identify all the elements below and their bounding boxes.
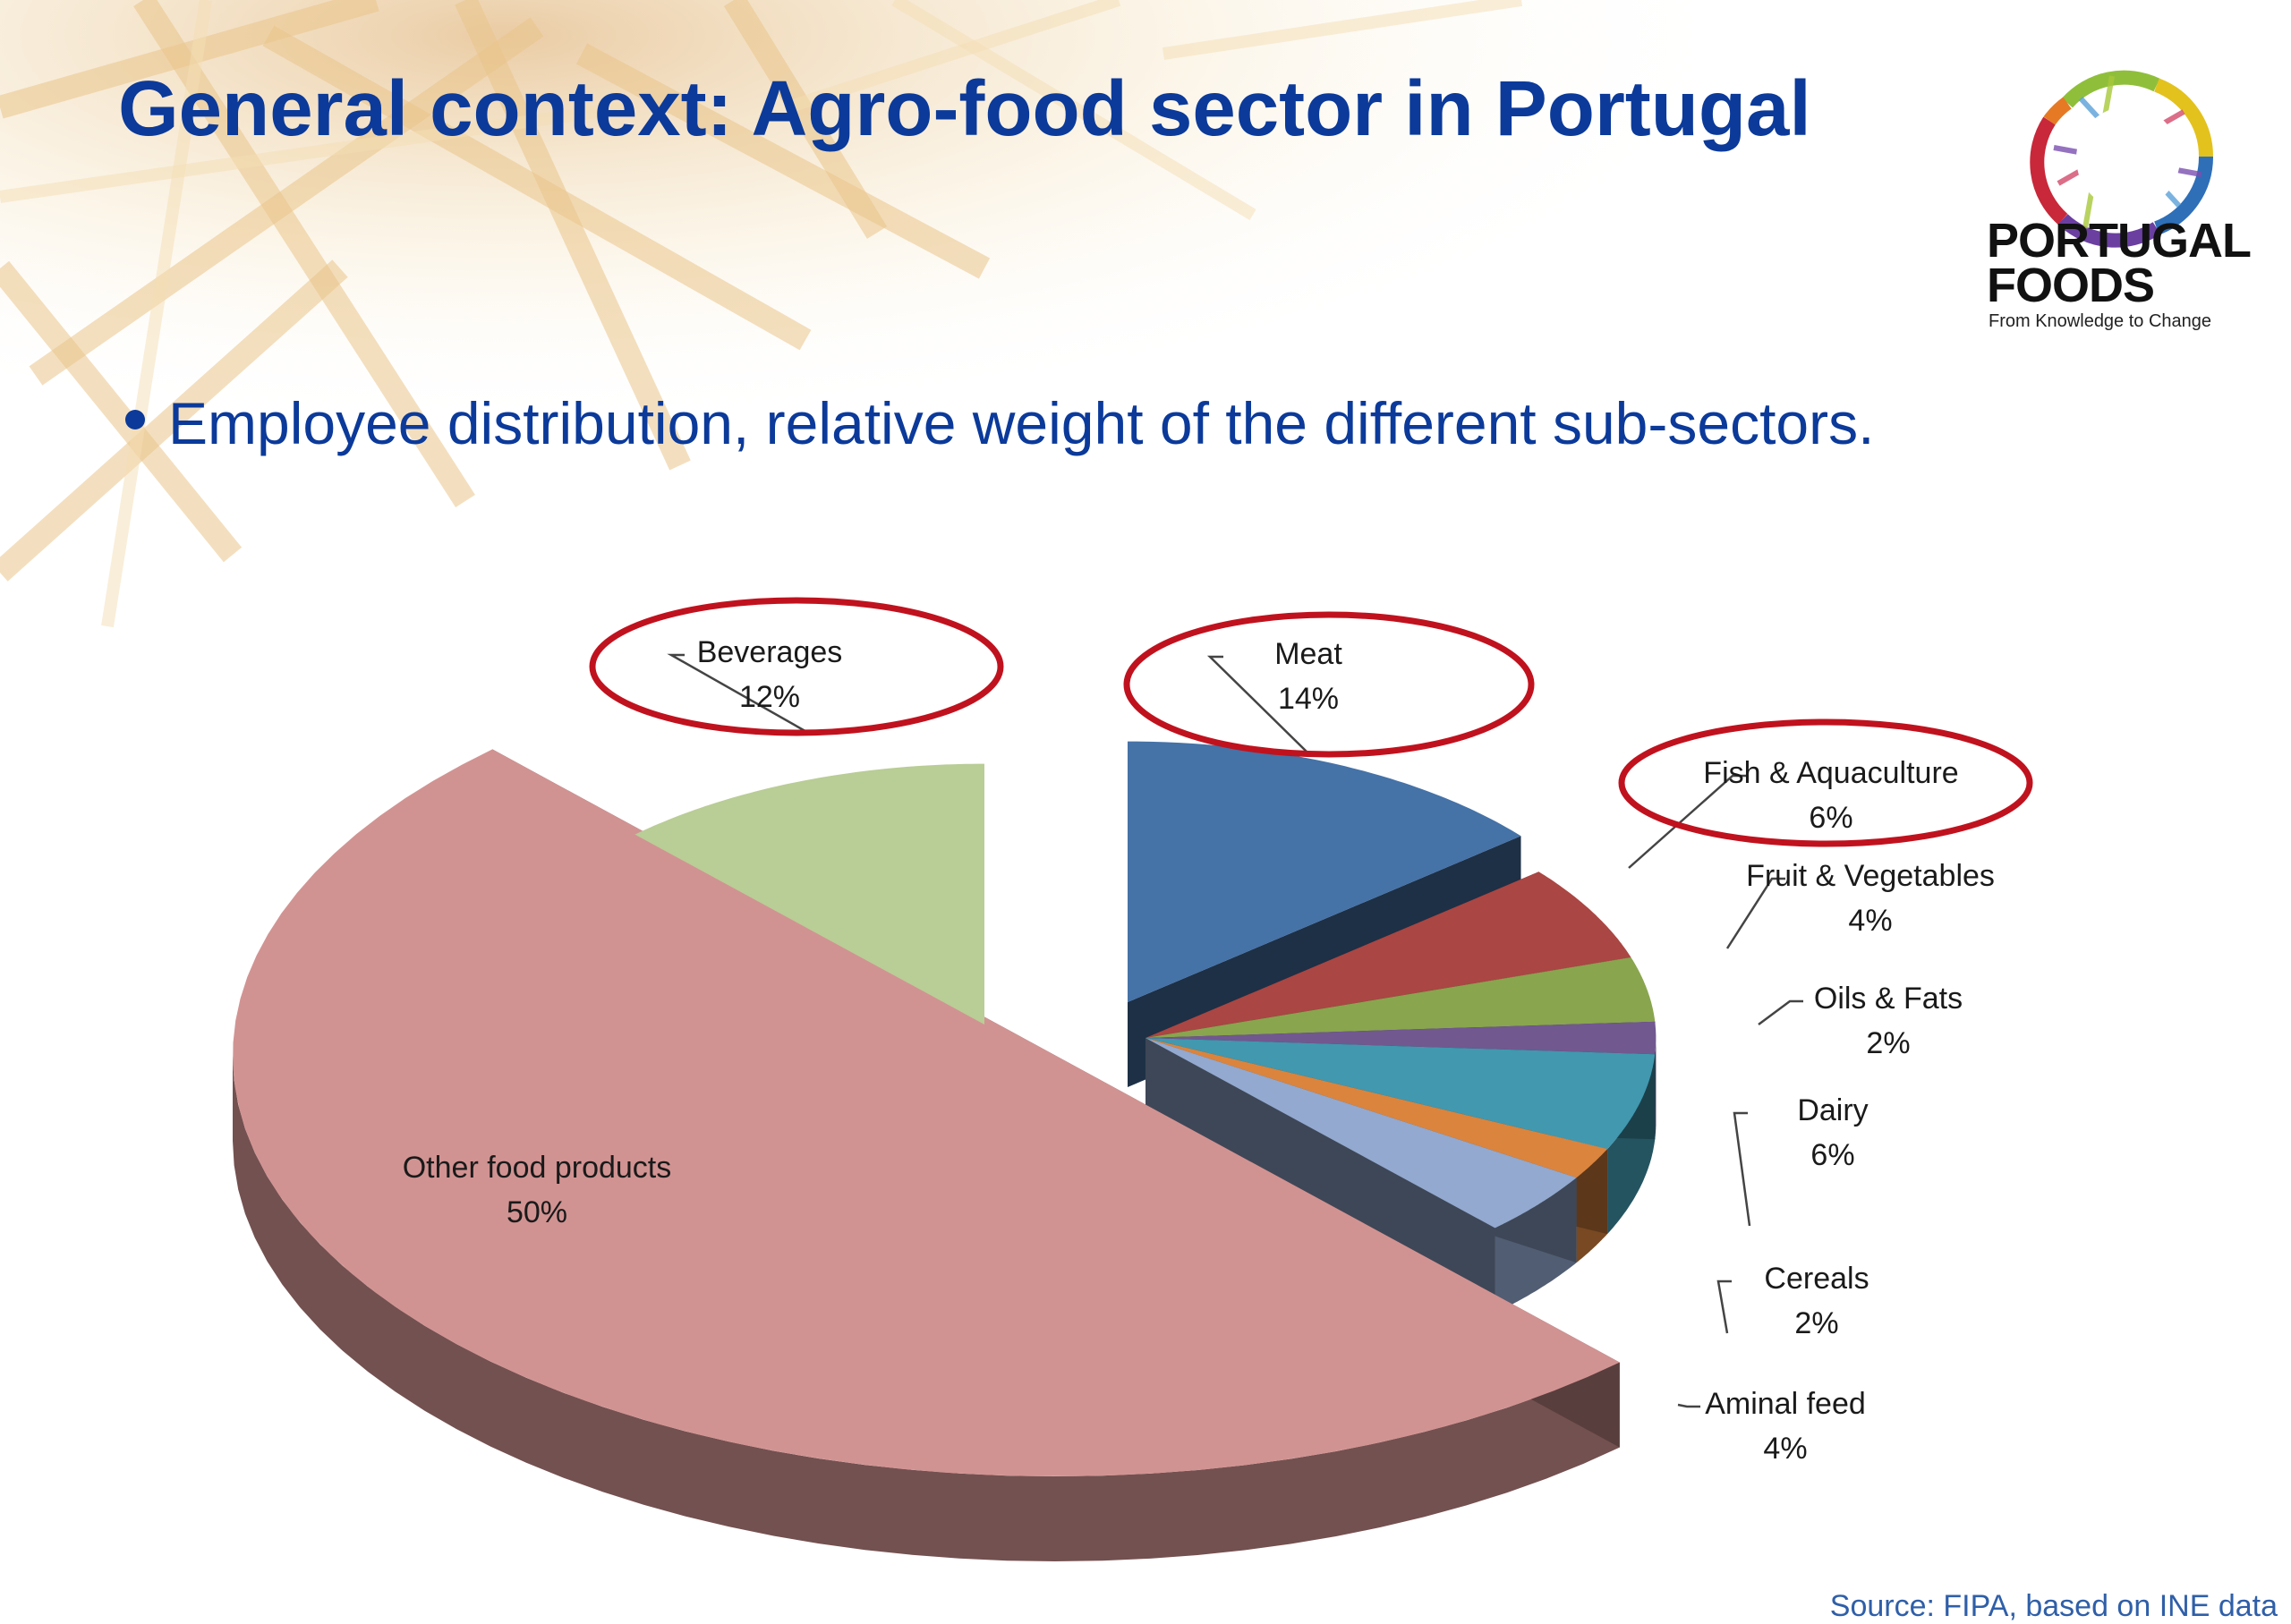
- slice-name-other-food-products: Other food products: [403, 1151, 672, 1185]
- slice-value-cereals: 2%: [1794, 1306, 1838, 1340]
- leader-line-meat: [1206, 655, 1307, 752]
- slice-fruit-and-vegetables: [1146, 957, 1656, 1038]
- slice-cereals: [1146, 1038, 1608, 1178]
- leader-line-fish-and-aquaculture: [1628, 774, 1746, 869]
- slice-value-dairy: 6%: [1810, 1138, 1854, 1172]
- slice-side-other-food-products: [233, 1056, 1620, 1561]
- leader-line-dairy: [1733, 1111, 1751, 1227]
- leader-line-aminal-feed: [1677, 1403, 1700, 1408]
- slice-value-oils-and-fats: 2%: [1866, 1026, 1910, 1060]
- slice-value-meat: 14%: [1278, 682, 1339, 716]
- highlight-ellipse-meat: [1123, 611, 1535, 758]
- slice-name-aminal-feed: Aminal feed: [1705, 1387, 1866, 1421]
- slice-fish-and-aquaculture: [1146, 872, 1631, 1038]
- slice-name-oils-and-fats: Oils & Fats: [1814, 982, 1963, 1016]
- slide-title: General context: Agro-food sector in Por…: [118, 65, 1811, 152]
- portugal-foods-logo-ring-icon: [2030, 70, 2214, 248]
- bullet-dot-icon: [125, 409, 145, 429]
- logo-wordmark-line2: FOODS: [1987, 259, 2155, 312]
- slice-name-beverages: Beverages: [697, 635, 843, 669]
- slice-name-fish-and-aquaculture: Fish & Aquaculture: [1703, 756, 1958, 790]
- highlight-ellipse-fish-and-aquaculture: [1618, 718, 2033, 847]
- slice-oils-and-fats: [1146, 1021, 1657, 1055]
- slice-name-dairy: Dairy: [1797, 1093, 1868, 1127]
- slice-value-fruit-and-vegetables: 4%: [1848, 904, 1892, 938]
- leader-line-fruit-and-vegetables: [1725, 877, 1785, 949]
- slice-dairy: [1146, 1038, 1656, 1150]
- logo-wordmark-line1: PORTUGAL: [1987, 214, 2252, 268]
- bullet-text: Employee distribution, relative weight o…: [168, 390, 1875, 456]
- logo-tagline: From Knowledge to Change: [1989, 311, 2212, 331]
- slice-beverages: [634, 763, 984, 1025]
- slice-side-oils-and-fats: [1655, 1038, 1657, 1140]
- slice-edge-aminal-feed: [1146, 1038, 1495, 1314]
- source-note: Source: FIPA, based on INE data: [1829, 1589, 2278, 1623]
- slice-value-beverages: 12%: [739, 680, 800, 714]
- slice-name-cereals: Cereals: [1764, 1262, 1869, 1296]
- highlight-ellipse-beverages: [589, 597, 1004, 736]
- slice-name-fruit-and-vegetables: Fruit & Vegetables: [1746, 859, 1995, 893]
- slice-aminal-feed: [1146, 1038, 1577, 1229]
- slice-name-meat: Meat: [1274, 637, 1342, 671]
- slice-other-food-products: [233, 749, 1620, 1476]
- leader-line-beverages: [667, 653, 811, 735]
- leader-line-cereals: [1716, 1280, 1732, 1334]
- slice-meat: [1128, 741, 1521, 1002]
- slice-value-fish-and-aquaculture: 6%: [1809, 801, 1852, 835]
- data-labels: Meat 14% Fish & Aquaculture 6% Fruit & Veget…: [403, 635, 1995, 1466]
- bullet-item: Employee distribution, relative weight o…: [125, 389, 1874, 457]
- leader-line-oils-and-fats: [1758, 999, 1803, 1026]
- pie-slice-tops: [233, 741, 1657, 1476]
- slice-value-other-food-products: 50%: [507, 1195, 567, 1229]
- slice-value-aminal-feed: 4%: [1763, 1432, 1807, 1466]
- highlight-circles: [589, 597, 2033, 847]
